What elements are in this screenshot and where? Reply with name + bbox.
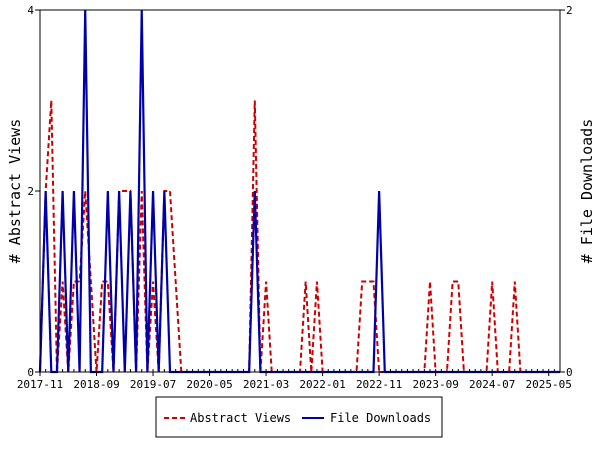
legend-label-abstract-views: Abstract Views [190,411,291,425]
x-tick-label: 2022-11 [356,378,402,391]
y-axis-title: # Abstract Views [6,119,24,264]
y-axis-left: 0 2 4 [27,4,40,379]
x-tick-label: 2024-07 [469,378,515,391]
x-tick-label: 2017-11 [17,378,63,391]
y2-tick-label: 0 [566,366,573,379]
x-tick-label: 2020-05 [186,378,232,391]
y-tick-label: 0 [27,366,34,379]
x-tick-label: 2025-05 [526,378,572,391]
legend: Abstract Views File Downloads [155,396,443,438]
y2-axis-title: # File Downloads [578,119,596,264]
legend-label-file-downloads: File Downloads [330,411,431,425]
y-tick-label: 2 [27,185,34,198]
y-tick-label: 4 [27,4,34,17]
y-axis-right: 02 [560,4,573,379]
x-tick-label: 2021-03 [243,378,289,391]
x-tick-label: 2019-07 [130,378,176,391]
x-tick-label: 2023-09 [412,378,458,391]
x-tick-label: 2022-01 [299,378,345,391]
legend-box [155,396,443,438]
y2-tick-label: 2 [566,4,573,17]
x-tick-label: 2018-09 [73,378,119,391]
x-axis: 2017-11 2018-09 2019-07 2020-05 2021-03 2022-… [17,372,572,391]
